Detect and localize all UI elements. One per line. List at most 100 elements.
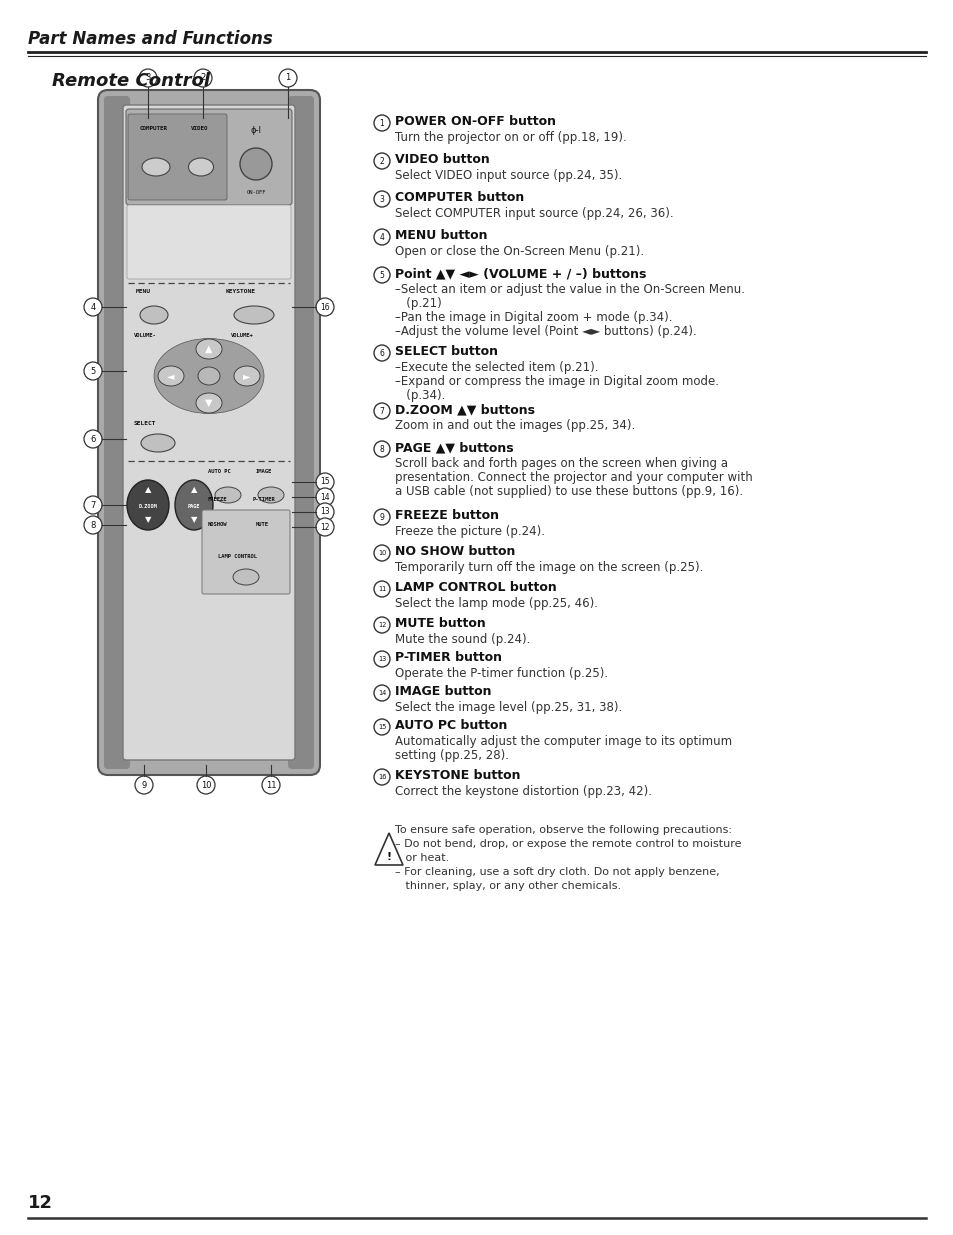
FancyBboxPatch shape [127,205,291,279]
Text: SELECT: SELECT [133,421,156,426]
Ellipse shape [174,480,213,530]
Text: ▼: ▼ [145,515,152,525]
Text: MENU button: MENU button [395,228,487,242]
Text: Part Names and Functions: Part Names and Functions [28,30,273,48]
Text: 1: 1 [379,119,384,127]
Text: (p.21): (p.21) [395,296,441,310]
Text: 1: 1 [285,74,291,83]
Text: LAMP CONTROL button: LAMP CONTROL button [395,580,557,594]
Text: 13: 13 [320,508,330,516]
Text: 11: 11 [377,585,386,592]
Circle shape [374,267,390,283]
Text: 8: 8 [379,445,384,453]
Polygon shape [375,832,402,864]
Text: –Pan the image in Digital zoom + mode (p.34).: –Pan the image in Digital zoom + mode (p… [395,311,672,324]
Text: 3: 3 [379,194,384,204]
Circle shape [374,403,390,419]
Circle shape [84,362,102,380]
Text: MENU: MENU [136,289,151,294]
Circle shape [84,496,102,514]
Circle shape [315,503,334,521]
Circle shape [315,517,334,536]
Text: thinner, splay, or any other chemicals.: thinner, splay, or any other chemicals. [395,881,620,890]
Ellipse shape [141,433,174,452]
Ellipse shape [158,366,184,387]
Text: 2: 2 [200,74,206,83]
Text: NOSHOW: NOSHOW [208,522,227,527]
Circle shape [374,441,390,457]
Text: AUTO PC button: AUTO PC button [395,719,507,732]
Text: ▼: ▼ [205,398,213,408]
Circle shape [262,776,280,794]
Circle shape [193,69,212,86]
Text: Correct the keystone distortion (pp.23, 42).: Correct the keystone distortion (pp.23, … [395,785,651,798]
Text: 13: 13 [377,656,386,662]
Text: (p.34).: (p.34). [395,389,445,403]
Text: 12: 12 [320,522,330,531]
Circle shape [374,719,390,735]
Circle shape [374,580,390,597]
Text: IMAGE: IMAGE [255,469,272,474]
Text: MUTE: MUTE [255,522,269,527]
Text: 7: 7 [379,406,384,415]
Text: D.ZOOM ▲▼ buttons: D.ZOOM ▲▼ buttons [395,403,535,416]
Text: 16: 16 [320,303,330,311]
Text: KEYSTONE button: KEYSTONE button [395,769,520,782]
Text: Freeze the picture (p.24).: Freeze the picture (p.24). [395,525,544,538]
Text: FREEZE button: FREEZE button [395,509,498,522]
Text: 9: 9 [141,781,147,789]
Ellipse shape [142,158,170,177]
Text: Automatically adjust the computer image to its optimum: Automatically adjust the computer image … [395,735,731,748]
Text: presentation. Connect the projector and your computer with: presentation. Connect the projector and … [395,471,752,484]
FancyBboxPatch shape [104,96,130,769]
Text: P-TIMER button: P-TIMER button [395,651,501,664]
Text: – Do not bend, drop, or expose the remote control to moisture: – Do not bend, drop, or expose the remot… [395,839,740,848]
Ellipse shape [233,306,274,324]
Text: 12: 12 [28,1194,53,1212]
Text: 12: 12 [377,622,386,629]
Text: MUTE button: MUTE button [395,618,485,630]
Text: 14: 14 [320,493,330,501]
Text: 15: 15 [377,724,386,730]
Circle shape [374,545,390,561]
Text: ▲: ▲ [191,485,197,494]
Circle shape [374,153,390,169]
Text: or heat.: or heat. [395,853,449,863]
Text: Zoom in and out the images (pp.25, 34).: Zoom in and out the images (pp.25, 34). [395,419,635,432]
Text: 15: 15 [320,478,330,487]
Text: 2: 2 [379,157,384,165]
Text: SELECT button: SELECT button [395,345,497,358]
FancyBboxPatch shape [98,90,319,776]
Text: Scroll back and forth pages on the screen when giving a: Scroll back and forth pages on the scree… [395,457,727,471]
Text: VIDEO button: VIDEO button [395,153,489,165]
Text: 5: 5 [379,270,384,279]
Text: To ensure safe operation, observe the following precautions:: To ensure safe operation, observe the fo… [395,825,731,835]
Text: 11: 11 [266,781,276,789]
Ellipse shape [233,366,260,387]
Text: ϕ-I: ϕ-I [251,126,261,135]
FancyBboxPatch shape [128,114,227,200]
Text: COMPUTER button: COMPUTER button [395,191,524,204]
Text: ◄: ◄ [167,370,174,382]
Text: Select VIDEO input source (pp.24, 35).: Select VIDEO input source (pp.24, 35). [395,169,621,182]
Ellipse shape [257,534,284,550]
FancyBboxPatch shape [288,96,314,769]
Text: 8: 8 [91,520,95,530]
Text: 9: 9 [379,513,384,521]
Text: AUTO PC: AUTO PC [208,469,231,474]
Text: ►: ► [243,370,251,382]
Text: setting (pp.25, 28).: setting (pp.25, 28). [395,748,509,762]
Text: –Adjust the volume level (Point ◄► buttons) (p.24).: –Adjust the volume level (Point ◄► butto… [395,325,696,338]
Ellipse shape [195,338,222,359]
Text: ▲: ▲ [205,345,213,354]
Text: 4: 4 [91,303,95,311]
Circle shape [84,430,102,448]
Ellipse shape [189,158,213,177]
Circle shape [196,776,214,794]
Text: 5: 5 [91,367,95,375]
Ellipse shape [195,393,222,412]
Text: PAGE: PAGE [188,504,200,509]
Text: Open or close the On-Screen Menu (p.21).: Open or close the On-Screen Menu (p.21). [395,245,643,258]
Text: NO SHOW button: NO SHOW button [395,545,515,558]
Text: VIDEO: VIDEO [191,126,209,131]
